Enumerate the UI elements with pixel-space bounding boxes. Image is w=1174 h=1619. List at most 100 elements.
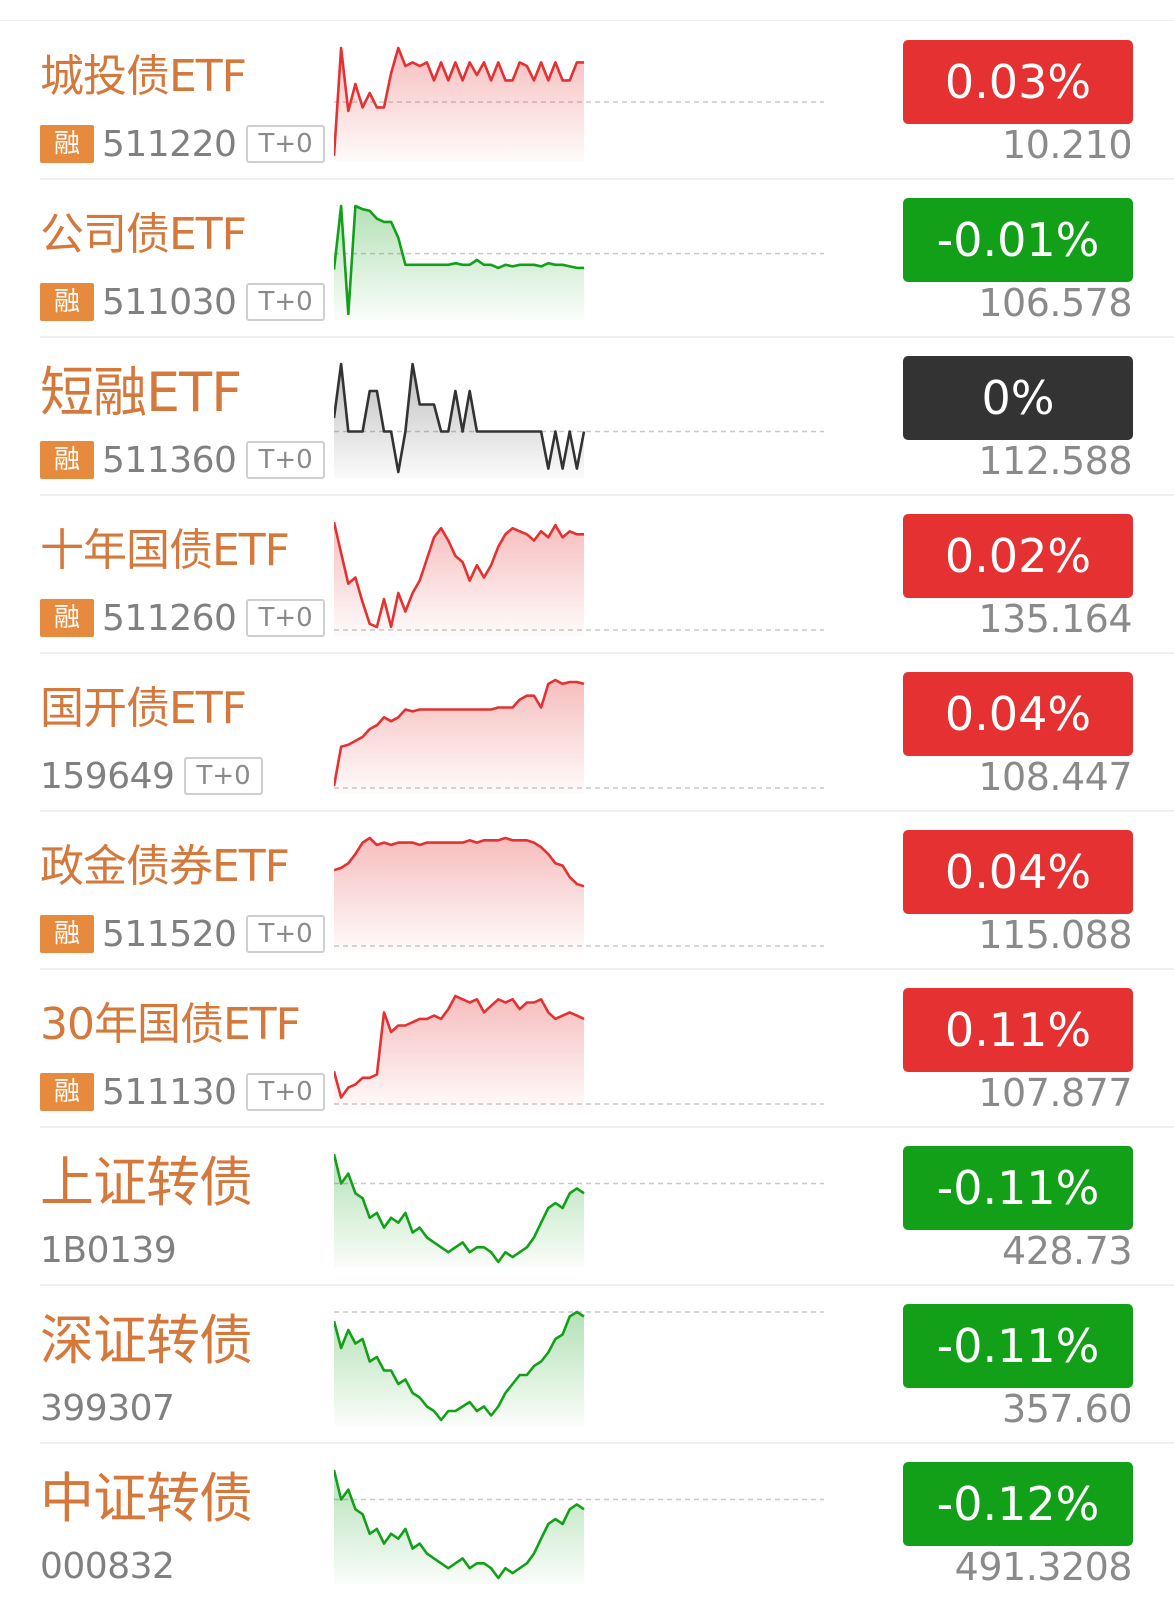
change-badge: -0.11% xyxy=(903,1146,1133,1230)
price-value: 491.3208 xyxy=(954,1545,1133,1589)
sparkline-area xyxy=(334,996,584,1110)
sparkline-chart xyxy=(334,204,824,320)
fund-code: 511520 xyxy=(102,913,237,955)
list-item[interactable]: 政金债券ETF 融 511520 T+0 0.04% 115.088 xyxy=(0,812,1174,970)
row-divider xyxy=(40,652,1174,654)
sparkline-area xyxy=(334,364,584,478)
price-value: 10.210 xyxy=(1002,123,1132,167)
sparkline-line xyxy=(334,46,584,157)
sparkline-area xyxy=(334,680,584,794)
row-divider xyxy=(40,494,1174,496)
sparkline-area xyxy=(334,1470,584,1584)
change-badge: -0.12% xyxy=(903,1462,1133,1546)
change-badge: 0.02% xyxy=(903,514,1133,598)
fund-name: 政金债券ETF xyxy=(40,841,290,892)
sparkline-chart xyxy=(334,521,824,636)
t0-badge: T+0 xyxy=(246,283,325,321)
fund-name: 中证转债 xyxy=(40,1467,253,1530)
margin-badge: 融 xyxy=(40,283,94,321)
t0-badge: T+0 xyxy=(246,1073,325,1111)
price-value: 107.877 xyxy=(978,1071,1132,1115)
price-value: 108.447 xyxy=(978,755,1132,799)
fund-meta: 融 511260 T+0 xyxy=(40,597,325,639)
fund-name: 上证转债 xyxy=(40,1151,253,1214)
sparkline-line xyxy=(334,994,585,1099)
fund-meta: 000832 xyxy=(40,1545,184,1587)
fund-code: 511130 xyxy=(102,1071,237,1113)
margin-badge: 融 xyxy=(40,915,94,953)
row-divider xyxy=(40,810,1174,812)
sparkline-chart xyxy=(334,836,824,952)
list-item[interactable]: 十年国债ETF 融 511260 T+0 0.02% 135.164 xyxy=(0,496,1174,654)
change-badge: -0.11% xyxy=(903,1304,1133,1388)
price-value: 112.588 xyxy=(978,439,1132,483)
fund-meta: 1B0139 xyxy=(40,1229,186,1271)
margin-badge: 融 xyxy=(40,599,94,637)
fund-code: 1B0139 xyxy=(40,1229,177,1271)
list-item[interactable]: 深证转债 399307 -0.11% 357.60 xyxy=(0,1286,1174,1444)
sparkline-line xyxy=(334,521,584,629)
change-badge: 0.03% xyxy=(903,40,1133,124)
sparkline-line xyxy=(334,204,584,316)
list-item[interactable]: 30年国债ETF 融 511130 T+0 0.11% 107.877 xyxy=(0,970,1174,1128)
fund-name: 城投债ETF xyxy=(40,51,247,102)
sparkline-area xyxy=(334,522,584,636)
row-divider xyxy=(40,1284,1174,1286)
list-item[interactable]: 上证转债 1B0139 -0.11% 428.73 xyxy=(0,1128,1174,1286)
row-divider xyxy=(40,968,1174,970)
list-item[interactable]: 公司债ETF 融 511030 T+0 -0.01% 106.578 xyxy=(0,180,1174,338)
list-item[interactable]: 中证转债 000832 -0.12% 491.3208 xyxy=(0,1444,1174,1602)
t0-badge: T+0 xyxy=(246,915,325,953)
fund-meta: 融 511030 T+0 xyxy=(40,282,325,323)
fund-code: 399307 xyxy=(40,1387,175,1429)
sparkline-chart xyxy=(334,1310,824,1426)
fund-meta: 融 511130 T+0 xyxy=(40,1071,325,1113)
price-value: 106.578 xyxy=(978,281,1132,325)
change-badge: 0.04% xyxy=(903,830,1133,914)
sparkline-chart xyxy=(334,46,824,162)
row-divider xyxy=(40,178,1174,180)
etf-list: 城投债ETF 融 511220 T+0 0.03% 10.210 公司债ETF 融 511030… xyxy=(0,22,1174,1602)
change-badge: 0.11% xyxy=(903,988,1133,1072)
t0-badge: T+0 xyxy=(184,757,263,795)
row-divider xyxy=(40,1126,1174,1128)
margin-badge: 融 xyxy=(40,1073,94,1111)
fund-meta: 399307 xyxy=(40,1387,184,1429)
fund-meta: 融 511520 T+0 xyxy=(40,913,325,955)
fund-name: 深证转债 xyxy=(40,1309,253,1372)
change-badge: -0.01% xyxy=(903,198,1133,282)
sparkline-area xyxy=(334,48,584,162)
margin-badge: 融 xyxy=(40,125,94,163)
fund-name: 公司债ETF xyxy=(40,209,247,260)
fund-name: 30年国债ETF xyxy=(40,999,301,1050)
margin-badge: 融 xyxy=(40,441,94,479)
fund-code: 511260 xyxy=(102,597,237,639)
row-divider xyxy=(40,1442,1174,1444)
price-value: 135.164 xyxy=(978,597,1132,641)
fund-code: 511360 xyxy=(102,439,237,481)
sparkline-line xyxy=(334,836,585,888)
top-divider xyxy=(0,20,1174,21)
sparkline-area xyxy=(334,838,584,952)
change-badge: 0% xyxy=(903,356,1133,440)
sparkline-line xyxy=(334,1469,585,1580)
t0-badge: T+0 xyxy=(246,599,325,637)
row-divider xyxy=(40,336,1174,338)
fund-name: 短融ETF xyxy=(40,361,242,424)
sparkline-line xyxy=(334,1153,585,1264)
fund-name: 国开债ETF xyxy=(40,683,247,734)
sparkline-line xyxy=(334,1310,585,1422)
t0-badge: T+0 xyxy=(246,125,325,163)
fund-code: 159649 xyxy=(40,755,175,797)
t0-badge: T+0 xyxy=(246,441,325,479)
sparkline-chart xyxy=(334,362,824,478)
list-item[interactable]: 城投债ETF 融 511220 T+0 0.03% 10.210 xyxy=(0,22,1174,180)
list-item[interactable]: 短融ETF 融 511360 T+0 0% 112.588 xyxy=(0,338,1174,496)
fund-meta: 融 511220 T+0 xyxy=(40,124,325,165)
fund-code: 000832 xyxy=(40,1545,175,1587)
price-value: 357.60 xyxy=(1002,1387,1132,1431)
change-badge: 0.04% xyxy=(903,672,1133,756)
sparkline-chart xyxy=(334,1469,824,1584)
price-value: 428.73 xyxy=(1002,1229,1132,1273)
list-item[interactable]: 国开债ETF 159649 T+0 0.04% 108.447 xyxy=(0,654,1174,812)
